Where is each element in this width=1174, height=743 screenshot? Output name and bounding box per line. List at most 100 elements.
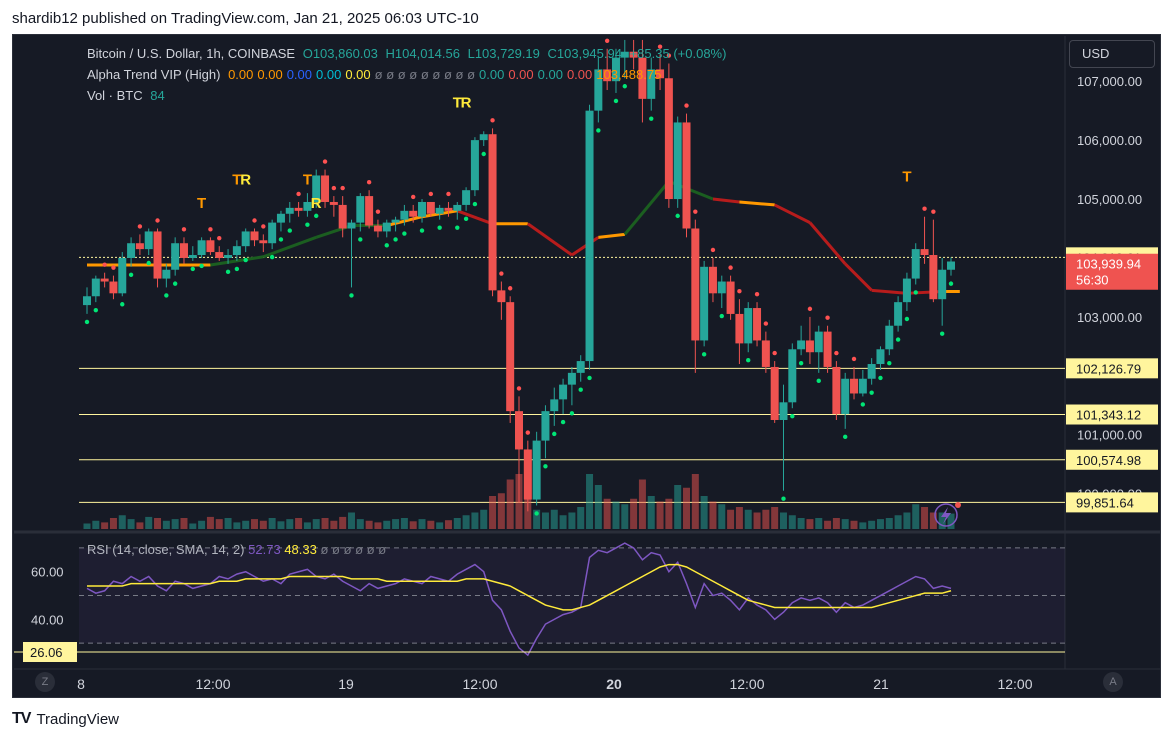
legend-rsi-label[interactable]: RSI (14, close, SMA, 14, 2)	[87, 542, 245, 557]
signal-dot	[305, 222, 310, 227]
time-tick-label: 21	[873, 676, 889, 692]
legend-rsi-value: 52.73	[248, 542, 281, 557]
candle-body	[444, 207, 453, 211]
volume-bar	[921, 507, 929, 529]
legend-symbol[interactable]: Bitcoin / U.S. Dollar, 1h, COINBASE	[87, 46, 296, 61]
price-tick-label: 107,000.00	[1077, 74, 1142, 89]
legend-open: O103,860.03	[302, 46, 378, 61]
signal-dot	[287, 228, 292, 233]
candle-body	[841, 378, 850, 415]
signal-dot	[666, 53, 672, 58]
volume-bar	[630, 498, 638, 529]
signal-dot	[754, 291, 760, 297]
candle-body	[576, 361, 585, 373]
legend-rsi-empty: ø ø ø ø ø ø	[320, 542, 387, 557]
signal-dot	[93, 307, 99, 313]
volume-bar	[559, 515, 567, 529]
signal-dot	[499, 271, 504, 276]
legend-indicator-value: 0.00	[286, 67, 313, 82]
auto-scale-a-icon[interactable]: A	[1103, 672, 1123, 692]
legend-indicator-name[interactable]: Alpha Trend VIP (High)	[87, 67, 221, 82]
candle-body	[109, 281, 118, 294]
signal-dot	[331, 185, 337, 191]
lightning-icon[interactable]	[934, 503, 958, 527]
chart-canvas[interactable]: TTR TRTRT107,000.00106,000.00105,000.0010…	[13, 35, 1160, 697]
candle-body	[206, 240, 215, 253]
signal-dot	[675, 213, 680, 219]
volume-bar	[612, 501, 620, 529]
legend-volume-label[interactable]: Vol · BTC	[87, 88, 143, 103]
candle-body	[321, 175, 330, 202]
signal-dot	[560, 419, 566, 425]
timezone-z-icon[interactable]: Z	[35, 672, 55, 692]
trend-line-segment	[623, 180, 671, 236]
volume-bar	[162, 520, 170, 529]
volume-bar	[303, 522, 311, 529]
candle-body	[338, 204, 347, 229]
legend-symbol-row: Bitcoin / U.S. Dollar, 1h, COINBASE O103…	[87, 46, 730, 61]
candle-body	[550, 399, 559, 412]
footer-brand: TV TradingView	[12, 710, 119, 728]
legend-indicator-value: 0.00	[566, 67, 593, 82]
signal-dot	[261, 224, 266, 229]
volume-bar	[885, 518, 893, 529]
candle-body	[541, 411, 550, 441]
volume-bar	[859, 522, 867, 529]
candle-body	[409, 210, 418, 217]
signal-dot	[120, 302, 125, 307]
signal-dot	[199, 263, 204, 269]
currency-button[interactable]: USD	[1069, 40, 1155, 68]
candle-body	[682, 122, 691, 229]
legend-volume-row: Vol · BTC 84	[87, 88, 169, 103]
signal-dot	[525, 430, 531, 435]
candle-body	[938, 269, 947, 300]
volume-bar	[277, 521, 285, 529]
candle-body	[153, 231, 162, 279]
trend-line-segment	[598, 232, 625, 239]
signal-dot	[111, 265, 116, 270]
signal-dot	[322, 159, 328, 164]
candle-body	[885, 325, 894, 350]
signal-dot	[137, 224, 143, 229]
level-label: 100,574.98	[1076, 453, 1141, 468]
candle-body	[91, 278, 100, 297]
signal-dot	[463, 216, 469, 222]
volume-bar	[374, 522, 382, 529]
signal-dot	[746, 358, 751, 363]
legend-indicator-value: 0.00	[508, 67, 534, 82]
candle-body	[567, 372, 576, 385]
signal-dot	[772, 350, 777, 356]
volume-bar	[524, 498, 532, 529]
candle-body	[365, 196, 374, 226]
volume-bar	[136, 522, 144, 529]
candle-body	[418, 201, 427, 217]
volume-bar	[568, 512, 576, 529]
level-label: 101,343.12	[1076, 408, 1141, 423]
legend-volume-value: 84	[150, 88, 165, 103]
volume-bar	[480, 509, 488, 529]
volume-bar	[735, 507, 743, 529]
level-label: 102,126.79	[1076, 361, 1141, 376]
legend-indicator-value: 0.00	[345, 67, 371, 82]
level-label: 99,851.64	[1076, 495, 1134, 510]
volume-bar	[815, 518, 823, 529]
rsi-tick-label: 60.00	[31, 565, 64, 580]
volume-bar	[832, 518, 840, 529]
volume-bar	[762, 509, 770, 529]
time-tick-label: 12:00	[195, 676, 230, 692]
candle-body	[435, 207, 444, 214]
trend-line-segment	[739, 200, 775, 207]
signal-dot	[543, 464, 548, 469]
signal-dot	[701, 352, 707, 357]
chart-frame[interactable]: T T R T R T R T 107,000.00 106,000.00 105,000.00 10…	[12, 34, 1161, 698]
candle-body	[127, 243, 136, 258]
signal-dot	[649, 116, 654, 121]
signal-dot	[269, 254, 275, 260]
signal-dot	[569, 411, 575, 416]
volume-bar	[638, 479, 646, 529]
signal-dot	[534, 511, 539, 516]
time-tick-label: 12:00	[997, 676, 1032, 692]
signal-dot	[296, 191, 301, 197]
candle-body	[902, 278, 911, 303]
candle-body	[814, 331, 823, 353]
